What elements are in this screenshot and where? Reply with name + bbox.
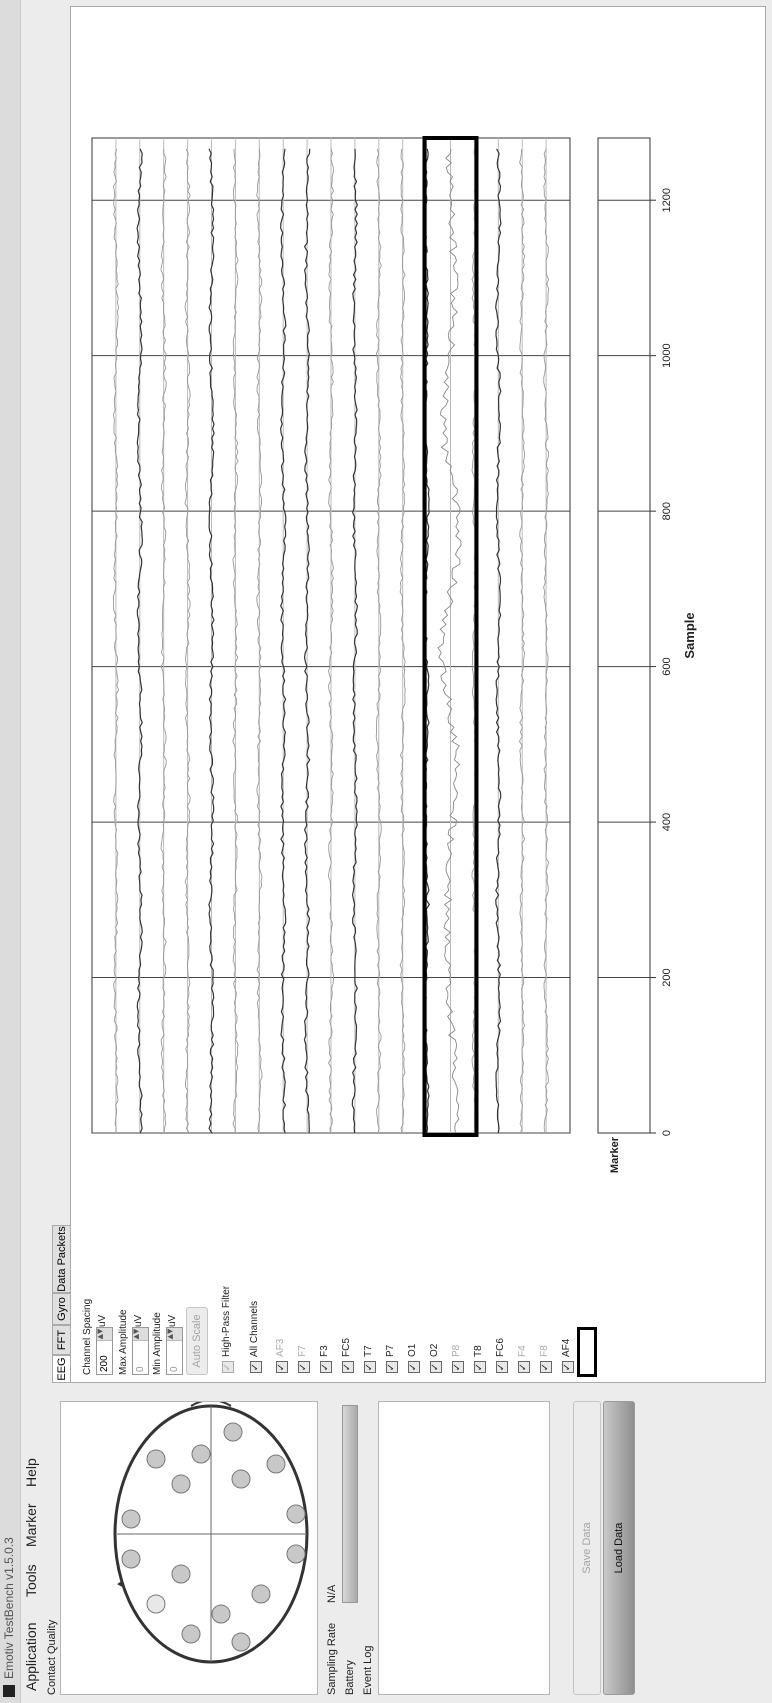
channel-label-af3: AF3 [275,1338,286,1357]
app-icon [3,1685,15,1697]
menu-application[interactable]: Application [23,1622,39,1692]
save-data-button[interactable]: Save Data [573,1401,601,1695]
eeg-trace-line [543,148,550,1134]
eeg-trace-line [160,148,167,1134]
eeg-trace-line [375,148,382,1134]
channel-checkbox-p8[interactable]: ✓ [452,1361,464,1373]
channel-checkbox-af4[interactable]: ✓ [562,1361,574,1373]
marker-strip [597,137,651,1134]
title-bar: Emotiv TestBench v1.5.0.3 [0,0,21,1703]
spinner-arrows-icon[interactable]: ▲▼ [132,1328,148,1341]
f4-highlight-box [577,1327,597,1377]
eeg-chart: Marker 0 200 400 600 800 1000 1200 Sample [91,136,697,1173]
x-axis-label: Sample [682,612,697,658]
channel-label-f3: F3 [319,1345,330,1357]
auto-scale-button[interactable]: Auto Scale [186,1307,208,1375]
channel-label-p8: P8 [451,1344,462,1357]
min-amplitude-label: Min Amplitude [152,1312,163,1375]
eeg-trace-line [303,148,311,1133]
tab-gyro[interactable]: Gyro [52,1293,71,1325]
channel-label-o2: O2 [429,1343,440,1357]
menu-marker[interactable]: Marker [23,1503,39,1547]
high-pass-label: High-Pass Filter [221,1285,232,1357]
channel-label-fc6: FC6 [495,1338,506,1357]
load-data-button[interactable]: Load Data [603,1401,635,1695]
contact-quality-panel [60,1399,318,1695]
channel-spacing-unit: uV [97,1314,108,1327]
spinner-arrows-icon[interactable]: ▲▼ [96,1328,112,1341]
event-log-panel[interactable] [378,1401,550,1695]
menu-help[interactable]: Help [23,1458,39,1487]
channel-label-p7: P7 [385,1344,396,1357]
battery-label: Battery [344,1660,356,1695]
channel-checkbox-f8[interactable]: ✓ [540,1361,552,1373]
channel-label-af4: AF4 [561,1338,572,1357]
tab-data-packets[interactable]: Data Packets [52,1225,71,1293]
window-title: Emotiv TestBench v1.5.0.3 [2,1537,16,1679]
channel-checkbox-t7[interactable]: ✓ [364,1361,376,1373]
eeg-trace-line [518,148,526,1134]
max-amplitude-unit: uV [133,1314,144,1327]
f4-trace-highlight [422,136,479,1137]
eeg-trace-line [256,148,263,1134]
eeg-trace-line [351,148,359,1134]
eeg-trace-line [184,148,191,1134]
channel-checkbox-t8[interactable]: ✓ [474,1361,486,1373]
eeg-trace-line [327,148,335,1134]
min-amplitude-unit: uV [167,1314,178,1327]
channel-checkbox-o1[interactable]: ✓ [408,1361,420,1373]
channel-checkbox-f3[interactable]: ✓ [320,1361,332,1373]
event-log-label: Event Log [362,1645,374,1695]
channel-label-f8: F8 [539,1345,550,1357]
channel-checkbox-o2[interactable]: ✓ [430,1361,442,1373]
channel-checkbox-fc5[interactable]: ✓ [342,1361,354,1373]
min-amplitude-input[interactable]: 0 ▲▼ [166,1327,183,1375]
marker-axis-label: Marker [609,1136,621,1173]
sampling-rate-label: Sampling Rate [326,1622,338,1695]
high-pass-checkbox[interactable]: ✓ [222,1361,234,1373]
eeg-trace-line [495,148,502,1134]
channel-spacing-input[interactable]: 200 ▲▼ [96,1327,113,1375]
channel-checkbox-f7[interactable]: ✓ [298,1361,310,1373]
tab-fft[interactable]: FFT [52,1325,71,1355]
max-amplitude-input[interactable]: 0 ▲▼ [132,1327,149,1375]
x-tick-label: 800 [661,502,673,520]
channel-checkbox-fc6[interactable]: ✓ [496,1361,508,1373]
spinner-arrows-icon[interactable]: ▲▼ [166,1328,182,1341]
battery-bar [342,1405,358,1603]
tab-eeg[interactable]: EEG [52,1355,71,1383]
channel-label-f7: F7 [297,1345,308,1357]
channel-checkbox-af3[interactable]: ✓ [276,1361,288,1373]
channel-label-o1: O1 [407,1343,418,1357]
max-amplitude-label: Max Amplitude [118,1309,129,1375]
channel-label-t7: T7 [363,1345,374,1357]
x-tick-label: 400 [661,813,673,831]
eeg-trace-line [437,148,462,1134]
eeg-trace-line [279,148,287,1134]
eeg-trace-line [112,148,120,1134]
sampling-rate-value: N/A [326,1584,338,1603]
x-tick-label: 1200 [661,188,673,212]
channel-checkbox-p7[interactable]: ✓ [386,1361,398,1373]
x-tick-label: 1000 [661,343,673,367]
eeg-trace-line [208,148,215,1134]
channel-label-f4: F4 [517,1345,528,1357]
eeg-trace-line [136,148,144,1134]
eeg-trace-line [399,148,406,1134]
all-channels-checkbox[interactable]: ✓ [250,1361,262,1373]
menu-bar: Application Tools Marker Help [20,0,42,1703]
channel-spacing-label: Channel Spacing [82,1298,93,1375]
all-channels-label: All Channels [249,1300,260,1357]
x-tick-label: 200 [661,968,673,986]
contact-quality-label: Contact Quality [46,1619,58,1695]
channel-label-t8: T8 [473,1345,484,1357]
x-tick-label: 0 [661,1130,673,1136]
head-map-icon [113,1399,309,1664]
channel-label-fc5: FC5 [341,1338,352,1357]
channel-checkbox-f4[interactable]: ✓ [518,1361,530,1373]
eeg-trace-line [232,148,239,1134]
menu-tools[interactable]: Tools [23,1564,39,1597]
x-tick-label: 600 [661,657,673,675]
